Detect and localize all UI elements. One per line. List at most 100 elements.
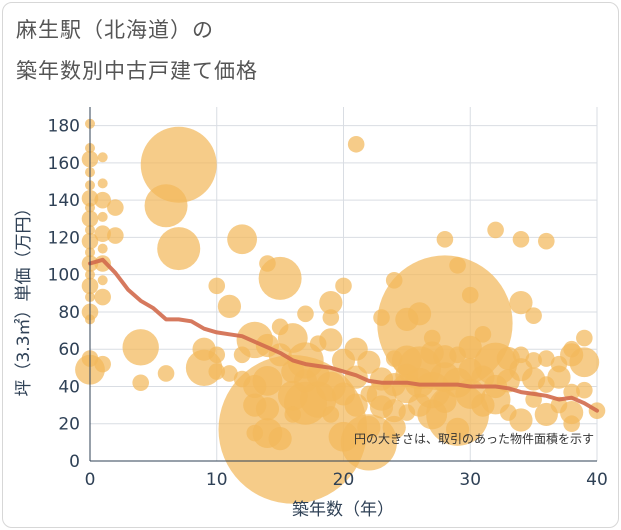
data-point-bubble xyxy=(433,389,457,413)
data-point-bubble xyxy=(563,383,580,401)
x-tick-label: 10 xyxy=(206,470,228,490)
y-tick-label: 60 xyxy=(58,340,80,360)
data-point-bubble xyxy=(576,329,593,347)
data-point-bubble xyxy=(259,255,276,272)
chart-title-line-2: 築年数別中古戸建て価格 xyxy=(16,59,258,83)
data-point-bubble xyxy=(97,243,108,254)
data-point-bubble xyxy=(436,230,454,248)
y-tick-label: 120 xyxy=(48,228,80,248)
data-point-bubble xyxy=(360,385,378,403)
data-point-bubble xyxy=(525,307,542,324)
data-point-bubble xyxy=(449,257,466,274)
data-point-bubble xyxy=(107,199,124,216)
data-point-bubble xyxy=(94,191,111,209)
data-point-bubble xyxy=(97,211,108,222)
bubble-series xyxy=(75,118,606,504)
y-tick-label: 80 xyxy=(58,303,80,323)
data-point-bubble xyxy=(208,346,226,364)
x-tick-label: 0 xyxy=(85,470,96,490)
data-point-bubble xyxy=(474,326,492,343)
data-point-bubble xyxy=(398,404,416,421)
y-tick-label: 100 xyxy=(48,266,80,286)
data-point-bubble xyxy=(487,221,504,239)
data-point-bubble xyxy=(347,135,365,153)
chart-title-line-1: 麻生駅（北海道）の xyxy=(16,18,214,42)
data-point-bubble xyxy=(233,370,251,388)
data-point-bubble xyxy=(538,376,555,393)
y-axis-title: 坪（3.3㎡）単価（万円） xyxy=(14,199,34,396)
y-tick-label: 40 xyxy=(58,377,80,397)
data-point-bubble xyxy=(227,224,257,255)
data-point-bubble xyxy=(157,365,175,382)
data-point-bubble xyxy=(357,350,381,374)
data-point-bubble xyxy=(306,363,330,387)
data-point-bubble xyxy=(94,225,111,242)
data-point-bubble xyxy=(208,277,226,295)
y-tick-label: 0 xyxy=(69,452,80,472)
y-tick-label: 160 xyxy=(48,154,80,174)
data-point-bubble xyxy=(576,381,593,399)
data-point-bubble xyxy=(233,346,251,364)
data-point-bubble xyxy=(538,232,555,250)
data-point-bubble xyxy=(385,350,403,367)
data-point-bubble xyxy=(461,286,479,304)
y-tick-label: 140 xyxy=(48,191,80,211)
data-point-bubble xyxy=(246,424,264,442)
bubble-size-note: 円の大きさは、取引のあった物件面積を示す xyxy=(354,431,594,446)
data-point-bubble xyxy=(255,397,280,421)
data-point-bubble xyxy=(344,393,368,417)
data-point-bubble xyxy=(563,415,580,433)
data-point-bubble xyxy=(385,271,403,289)
data-point-bubble xyxy=(382,415,406,440)
trend-line-path xyxy=(88,257,599,413)
data-point-bubble xyxy=(407,302,432,326)
data-point-bubble xyxy=(445,417,470,441)
y-tick-label: 180 xyxy=(48,117,80,137)
data-point-bubble xyxy=(284,406,302,423)
data-point-bubble xyxy=(538,350,555,367)
data-point-bubble xyxy=(509,291,533,315)
data-point-bubble xyxy=(525,352,542,369)
trend-line-series xyxy=(88,257,599,413)
x-tick-label: 30 xyxy=(459,470,481,490)
data-point-bubble xyxy=(217,294,242,318)
data-point-bubble xyxy=(107,227,124,244)
data-point-bubble xyxy=(132,374,149,392)
x-tick-label: 20 xyxy=(333,470,355,490)
data-point-bubble xyxy=(512,346,530,364)
data-point-bubble xyxy=(373,309,390,326)
data-point-bubble xyxy=(335,277,352,295)
data-point-bubble xyxy=(157,227,201,271)
data-point-bubble xyxy=(309,335,327,352)
data-point-bubble xyxy=(144,184,188,228)
data-point-bubble xyxy=(97,152,108,163)
data-point-bubble xyxy=(97,275,108,286)
data-point-bubble xyxy=(357,415,381,440)
data-point-bubble xyxy=(563,340,580,358)
data-point-bubble xyxy=(322,309,340,326)
axes: 0 20 40 60 80 100 120 140 160 180 0 10 20 30 40 xyxy=(48,107,608,490)
data-point-bubble xyxy=(319,291,343,315)
data-point-bubble xyxy=(97,178,108,189)
data-point-bubble xyxy=(449,346,466,364)
data-point-bubble xyxy=(322,406,340,423)
data-point-bubble xyxy=(271,318,289,336)
x-tick-label: 40 xyxy=(586,470,608,490)
data-point-bubble xyxy=(208,363,226,380)
data-point-bubble xyxy=(499,404,517,421)
data-point-bubble xyxy=(328,421,359,452)
data-point-bubble xyxy=(297,305,314,323)
data-point-bubble xyxy=(140,126,217,203)
data-point-bubble xyxy=(423,329,441,347)
data-point-bubble xyxy=(550,396,568,414)
data-point-bubble xyxy=(122,329,159,366)
data-point-bubble xyxy=(471,393,495,417)
data-point-bubble xyxy=(221,365,238,382)
y-tick-label: 20 xyxy=(58,415,80,435)
data-point-bubble xyxy=(550,355,568,373)
x-axis-title: 築年数（年） xyxy=(292,500,394,520)
data-point-bubble xyxy=(512,230,530,248)
data-point-bubble xyxy=(94,288,111,306)
data-point-bubble xyxy=(94,355,111,373)
